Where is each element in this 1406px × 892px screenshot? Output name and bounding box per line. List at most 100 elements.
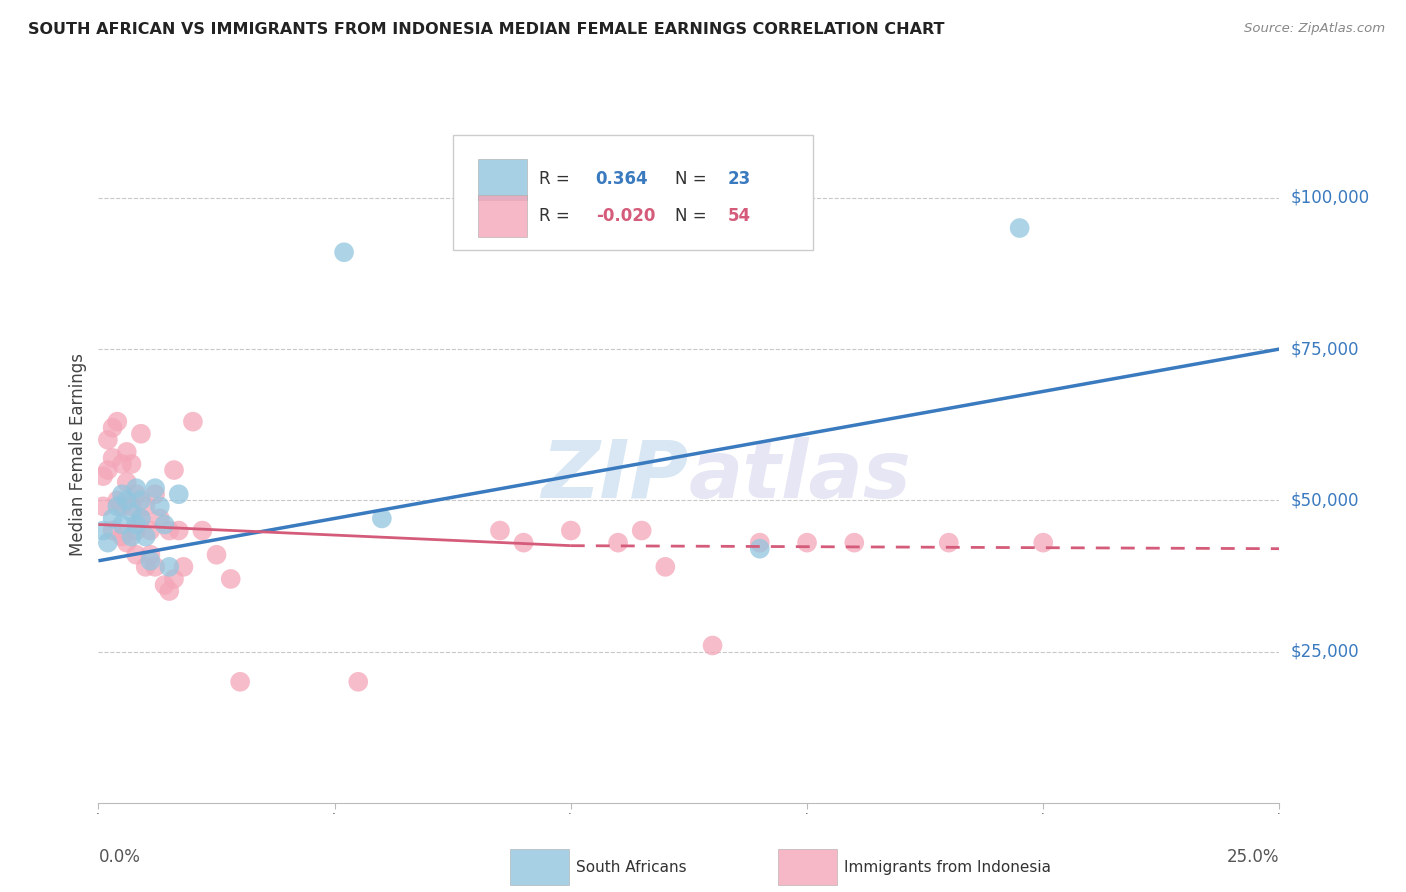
Point [97, 463, 120, 477]
Text: $100,000: $100,000 [1291, 189, 1369, 207]
Point [489, 524, 512, 538]
Point [129, 426, 152, 441]
Point [153, 517, 176, 532]
Point [167, 487, 190, 501]
Text: $25,000: $25,000 [1291, 642, 1360, 661]
Point [153, 578, 176, 592]
Point [163, 572, 186, 586]
Point [630, 524, 652, 538]
Text: Source: ZipAtlas.com: Source: ZipAtlas.com [1244, 22, 1385, 36]
Point [115, 475, 138, 490]
Point [121, 500, 143, 514]
Point [172, 559, 194, 574]
Point [135, 559, 157, 574]
Text: N =: N = [675, 207, 711, 225]
Point [121, 530, 143, 544]
Point [560, 524, 582, 538]
Point [748, 535, 770, 549]
Point [191, 524, 214, 538]
Text: 54: 54 [728, 207, 751, 225]
Text: 0.364: 0.364 [596, 170, 648, 188]
Text: Immigrants from Indonesia: Immigrants from Indonesia [844, 860, 1050, 874]
Point [163, 463, 186, 477]
Point [157, 559, 180, 574]
Point [101, 420, 124, 434]
Point [796, 535, 818, 549]
Point [135, 500, 157, 514]
Text: $50,000: $50,000 [1291, 491, 1360, 509]
Point [121, 505, 143, 519]
Point [129, 493, 152, 508]
Point [1032, 535, 1054, 549]
Point [125, 524, 148, 538]
Y-axis label: Median Female Earnings: Median Female Earnings [69, 353, 87, 557]
Point [115, 445, 138, 459]
Point [125, 487, 148, 501]
Point [115, 493, 138, 508]
Point [129, 511, 152, 525]
FancyBboxPatch shape [478, 159, 527, 200]
FancyBboxPatch shape [478, 195, 527, 236]
Point [844, 535, 866, 549]
Point [139, 524, 162, 538]
Point [143, 559, 166, 574]
Point [101, 511, 124, 525]
Text: $75,000: $75,000 [1291, 340, 1360, 358]
Point [371, 511, 394, 525]
Point [97, 433, 120, 447]
FancyBboxPatch shape [453, 135, 813, 250]
Text: N =: N = [675, 170, 711, 188]
Point [205, 548, 228, 562]
Point [512, 535, 534, 549]
Text: 23: 23 [728, 170, 751, 188]
Text: atlas: atlas [689, 437, 911, 515]
Point [125, 481, 148, 495]
Point [143, 481, 166, 495]
Point [229, 674, 252, 689]
Point [702, 639, 724, 653]
Text: SOUTH AFRICAN VS IMMIGRANTS FROM INDONESIA MEDIAN FEMALE EARNINGS CORRELATION CH: SOUTH AFRICAN VS IMMIGRANTS FROM INDONES… [28, 22, 945, 37]
Text: R =: R = [538, 170, 575, 188]
Point [167, 524, 190, 538]
Point [181, 415, 204, 429]
Point [111, 500, 134, 514]
Point [111, 530, 134, 544]
Point [157, 584, 180, 599]
Point [111, 457, 134, 471]
Point [121, 457, 143, 471]
Point [115, 535, 138, 549]
Point [125, 517, 148, 532]
Point [105, 415, 128, 429]
Point [129, 511, 152, 525]
Point [101, 524, 124, 538]
Point [91, 469, 114, 483]
Point [111, 487, 134, 501]
Text: -0.020: -0.020 [596, 207, 655, 225]
Point [91, 524, 114, 538]
Point [101, 450, 124, 465]
Text: R =: R = [538, 207, 575, 225]
Point [149, 500, 172, 514]
Point [607, 535, 630, 549]
Point [333, 245, 356, 260]
Point [105, 493, 128, 508]
Text: 25.0%: 25.0% [1227, 848, 1279, 866]
Point [139, 548, 162, 562]
Text: 0.0%: 0.0% [98, 848, 141, 866]
Point [143, 487, 166, 501]
Point [157, 524, 180, 538]
Point [125, 548, 148, 562]
Point [748, 541, 770, 556]
Point [97, 535, 120, 549]
Point [219, 572, 242, 586]
Point [149, 511, 172, 525]
Point [347, 674, 370, 689]
Text: ZIP: ZIP [541, 437, 689, 515]
Point [135, 530, 157, 544]
Point [91, 500, 114, 514]
Point [139, 554, 162, 568]
Point [1008, 221, 1031, 235]
Point [938, 535, 960, 549]
Point [654, 559, 676, 574]
Text: South Africans: South Africans [576, 860, 688, 874]
